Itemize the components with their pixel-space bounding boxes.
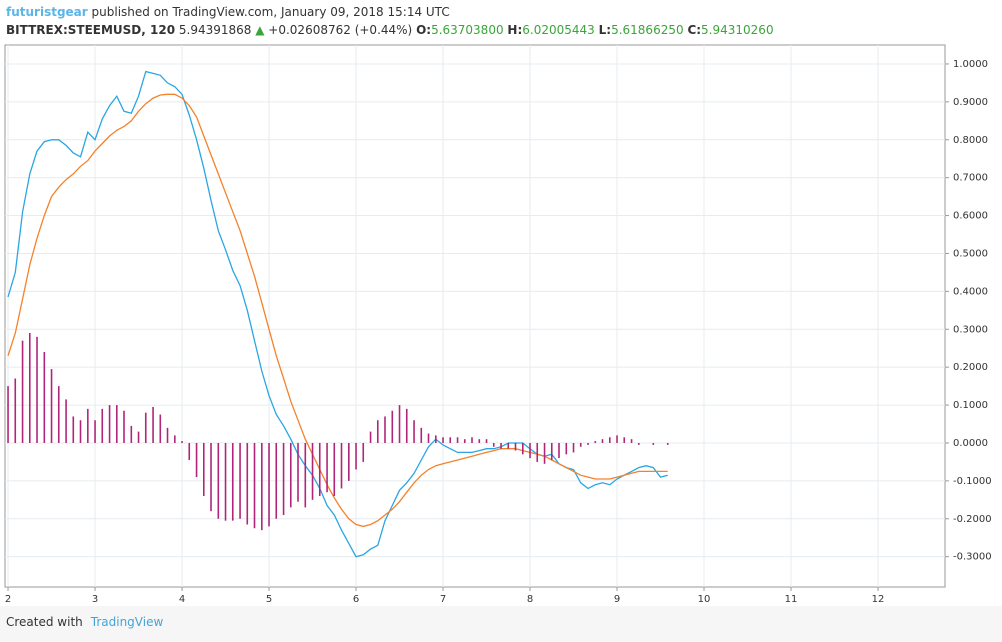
high: 6.02005443 bbox=[522, 23, 595, 37]
y-tick-label: 0.0000 bbox=[953, 438, 988, 449]
y-tick-label: 0.8000 bbox=[953, 135, 988, 146]
y-tick-label: -0.1000 bbox=[953, 476, 992, 487]
c-label: C: bbox=[687, 23, 702, 37]
plot-frame bbox=[4, 44, 946, 588]
low: 5.61866250 bbox=[611, 23, 684, 37]
header-line-2: BITTREX:STEEMUSD, 120 5.94391868 ▲ +0.02… bbox=[6, 21, 774, 39]
y-tick-label: -0.2000 bbox=[953, 514, 992, 525]
x-tick-label: 2 bbox=[5, 594, 11, 605]
x-tick-label: 5 bbox=[266, 594, 272, 605]
x-tick-label: 10 bbox=[698, 594, 711, 605]
x-tick-label: 6 bbox=[353, 594, 359, 605]
o-label: O: bbox=[416, 23, 432, 37]
header: futuristgear published on TradingView.co… bbox=[6, 3, 774, 39]
change: +0.02608762 (+0.44%) bbox=[268, 23, 413, 37]
y-tick-label: 0.9000 bbox=[953, 97, 988, 108]
footer: Created with TradingView bbox=[6, 615, 163, 629]
y-tick-label: -0.3000 bbox=[953, 552, 992, 563]
published: published on TradingView.com, January 09… bbox=[91, 5, 450, 19]
x-tick-label: 4 bbox=[179, 594, 185, 605]
open: 5.63703800 bbox=[431, 23, 504, 37]
x-tick-label: 3 bbox=[92, 594, 98, 605]
last: 5.94391868 bbox=[178, 23, 252, 37]
close: 5.94310260 bbox=[701, 23, 774, 37]
x-tick-label: 9 bbox=[614, 594, 620, 605]
x-tick-label: 8 bbox=[527, 594, 533, 605]
y-tick-label: 0.7000 bbox=[953, 173, 988, 184]
author[interactable]: futuristgear bbox=[6, 5, 88, 19]
y-tick-label: 0.4000 bbox=[953, 286, 988, 297]
header-line-1: futuristgear published on TradingView.co… bbox=[6, 3, 774, 21]
x-tick-label: 7 bbox=[440, 594, 446, 605]
l-label: L: bbox=[598, 23, 612, 37]
x-tick-label: 12 bbox=[872, 594, 885, 605]
symbol: BITTREX:STEEMUSD, 120 bbox=[6, 23, 176, 37]
brand[interactable]: TradingView bbox=[90, 615, 164, 629]
created: Created with bbox=[6, 615, 83, 629]
y-tick-label: 0.1000 bbox=[953, 400, 988, 411]
line bbox=[7, 93, 668, 528]
y-tick-label: 1.0000 bbox=[953, 59, 988, 70]
x-tick-label: 11 bbox=[785, 594, 798, 605]
line bbox=[7, 70, 668, 558]
y-tick-label: 0.6000 bbox=[953, 211, 988, 222]
y-tick-label: 0.3000 bbox=[953, 324, 988, 335]
arrow: ▲ bbox=[255, 23, 265, 37]
y-tick-label: 0.5000 bbox=[953, 248, 988, 259]
h-label: H: bbox=[507, 23, 523, 37]
y-tick-label: 0.2000 bbox=[953, 362, 988, 373]
